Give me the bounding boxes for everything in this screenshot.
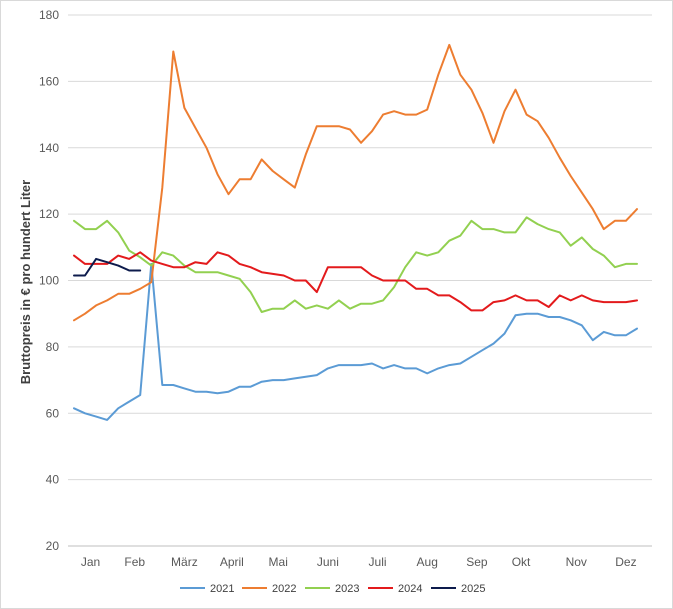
x-tick-label: Nov <box>566 555 587 569</box>
legend-label-2025: 2025 <box>461 583 485 595</box>
legend-label-2024: 2024 <box>398 583 422 595</box>
x-tick-label: Jan <box>81 555 100 569</box>
series-line-2025 <box>73 257 142 277</box>
x-tick-label: April <box>220 555 244 569</box>
legend-label-2021: 2021 <box>210 583 234 595</box>
y-tick-label: 180 <box>39 8 59 22</box>
x-tick-label: Mai <box>269 555 288 569</box>
x-tick-label: März <box>171 555 198 569</box>
series-line-2021 <box>73 262 638 421</box>
y-tick-label: 80 <box>46 340 60 354</box>
x-tick-labels: Jan Feb März April Mai Juni Juli Aug Sep Okt Nov De… <box>81 555 637 569</box>
series-line-2023 <box>73 216 638 313</box>
y-axis-label: Bruttopreis in € pro hundert Liter <box>18 180 33 384</box>
legend-label-2022: 2022 <box>272 583 296 595</box>
x-tick-label: Juni <box>317 555 339 569</box>
y-tick-label: 140 <box>39 141 59 155</box>
x-tick-label: Aug <box>417 555 438 569</box>
y-tick-label: 120 <box>39 207 59 221</box>
x-tick-label: Juli <box>369 555 387 569</box>
y-tick-label: 40 <box>46 473 60 487</box>
x-tick-label: Okt <box>512 555 531 569</box>
y-tick-label: 160 <box>39 74 59 88</box>
legend-label-2023: 2023 <box>335 583 359 595</box>
x-tick-label: Sep <box>466 555 488 569</box>
gridlines <box>68 14 652 547</box>
series-lines <box>73 43 638 421</box>
legend: 2021 2022 2023 2024 2025 <box>180 583 485 595</box>
series-line-2022 <box>73 43 638 322</box>
y-tick-label: 20 <box>46 539 60 553</box>
x-tick-label: Feb <box>124 555 145 569</box>
y-tick-label: 60 <box>46 406 60 420</box>
y-tick-label: 100 <box>39 274 59 288</box>
x-tick-label: Dez <box>615 555 636 569</box>
series-line-2024 <box>73 251 638 312</box>
y-tick-labels: 20 40 60 80 100 120 140 160 180 <box>39 8 59 553</box>
